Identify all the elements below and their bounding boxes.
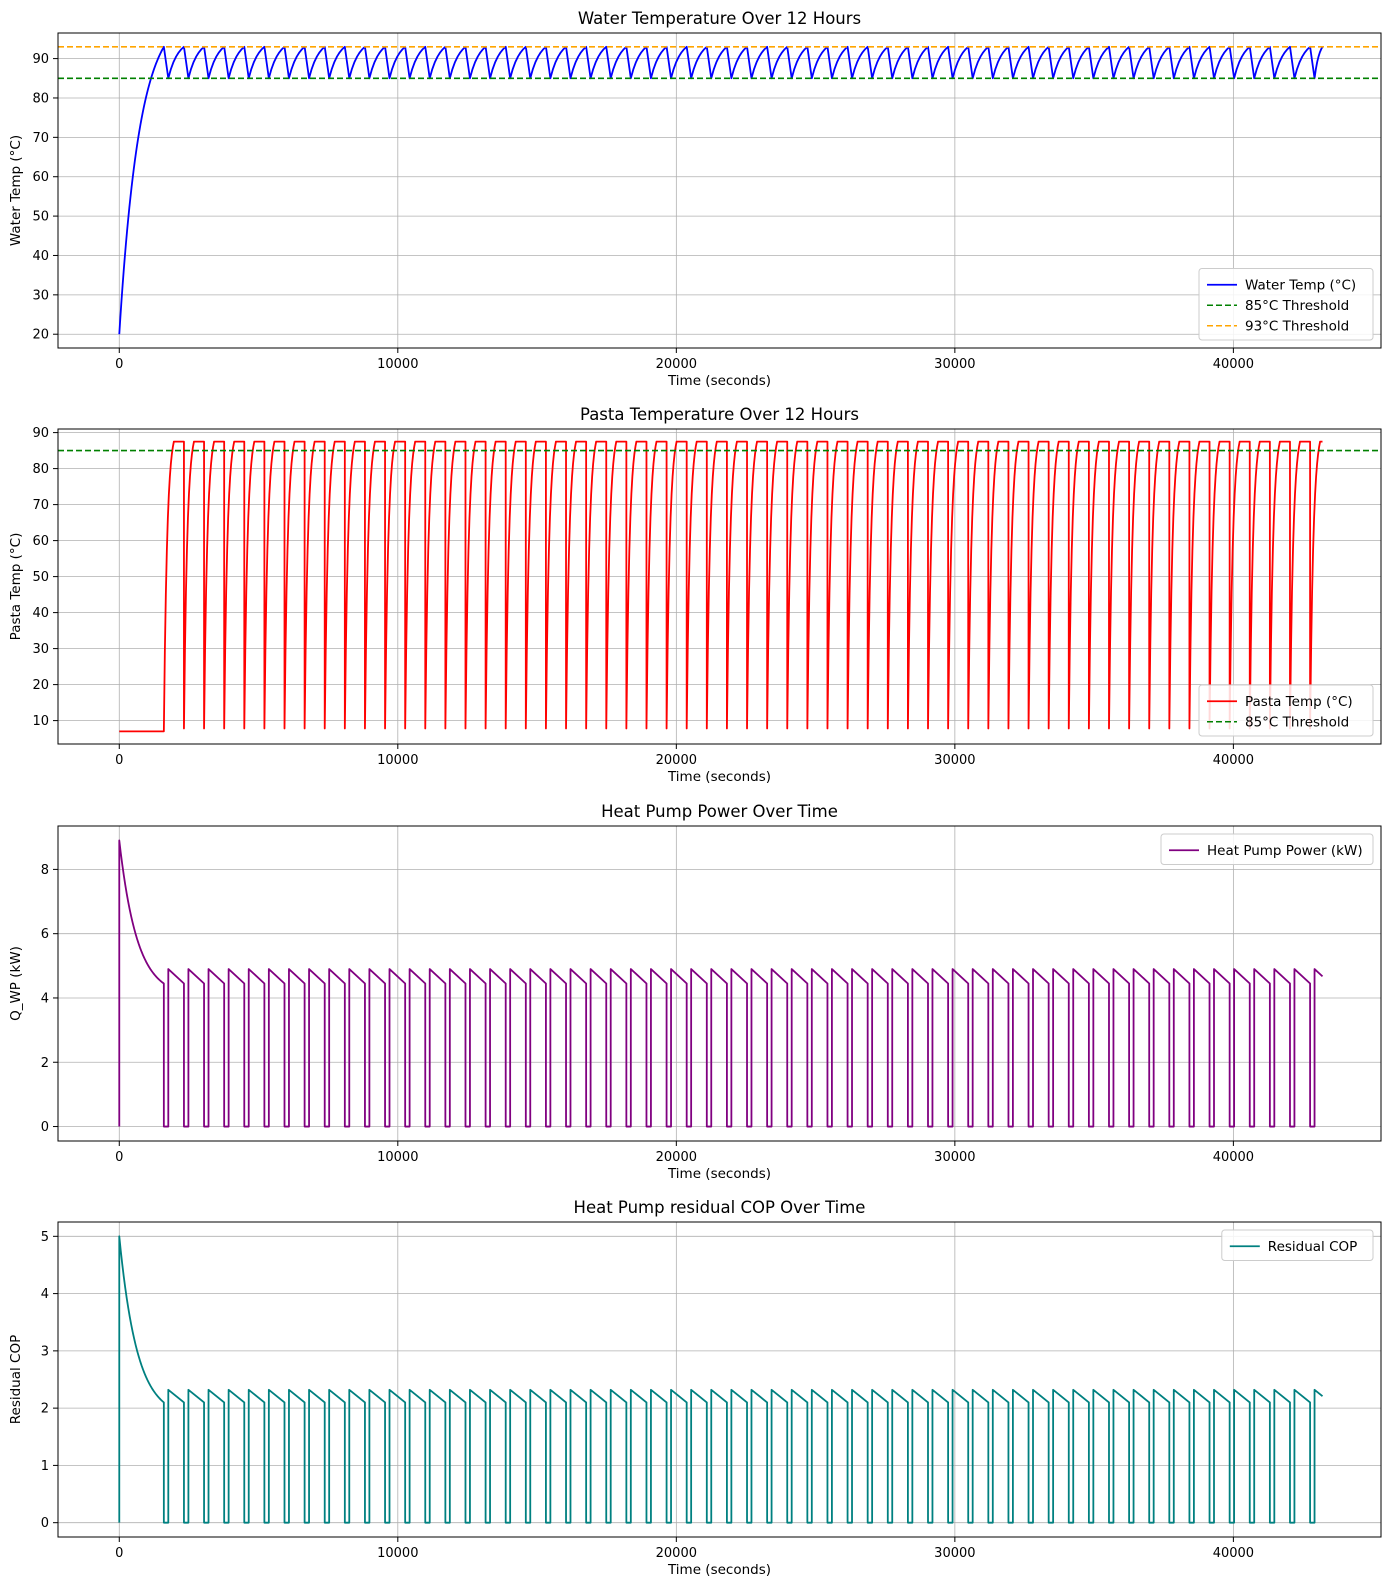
y-tick-label: 80 (32, 462, 49, 477)
legend-box (1198, 684, 1374, 737)
x-axis-label: Time (seconds) (667, 769, 771, 785)
x-tick-label: 30000 (934, 357, 975, 372)
y-tick-label: 5 (41, 1230, 49, 1245)
y-tick-label: 3 (41, 1344, 49, 1359)
x-axis-label: Time (seconds) (667, 373, 771, 389)
y-tick-label: 60 (32, 170, 49, 185)
y-tick-label: 30 (32, 288, 49, 303)
series-line-1 (118, 1235, 1324, 1524)
x-tick-label: 10000 (377, 1546, 418, 1561)
chart-title: Heat Pump Power Over Time (601, 802, 838, 821)
legend-label: Water Temp (°C) (1245, 277, 1356, 293)
y-tick-label: 6 (41, 927, 49, 942)
legend-label: 93°C Threshold (1245, 318, 1349, 334)
x-tick-label: 0 (115, 1150, 123, 1165)
y-tick-label: 0 (41, 1120, 49, 1135)
y-tick-label: 50 (32, 570, 49, 585)
y-tick-label: 4 (41, 1287, 49, 1302)
legend: Heat Pump Power (kW) (1160, 833, 1374, 865)
y-tick-label: 60 (32, 534, 49, 549)
x-tick-label: 40000 (1213, 1150, 1254, 1165)
x-tick-label: 20000 (656, 1150, 697, 1165)
chart-title: Heat Pump residual COP Over Time (574, 1198, 866, 1217)
legend: Pasta Temp (°C) 85°C Threshold (1198, 684, 1374, 737)
y-tick-label: 80 (32, 91, 49, 106)
y-tick-label: 70 (32, 131, 49, 146)
legend-box (1221, 1229, 1374, 1261)
y-axis-label: Pasta Temp (°C) (8, 533, 24, 641)
chart-title: Water Temperature Over 12 Hours (578, 9, 861, 28)
legend-label: Heat Pump Power (kW) (1207, 843, 1363, 859)
x-tick-label: 10000 (377, 753, 418, 768)
axes-frame (57, 32, 1382, 349)
series-line-1 (119, 440, 1323, 733)
x-tick-label: 10000 (377, 357, 418, 372)
x-tick-label: 0 (115, 753, 123, 768)
y-tick-label: 90 (32, 426, 49, 441)
x-tick-label: 40000 (1213, 1546, 1254, 1561)
axes-frame (57, 428, 1382, 745)
y-tick-label: 90 (32, 52, 49, 67)
x-tick-label: 40000 (1213, 753, 1254, 768)
legend: Water Temp (°C) 85°C Threshold 93°C Thresh… (1198, 268, 1374, 341)
x-tick-label: 0 (115, 357, 123, 372)
y-tick-label: 10 (32, 714, 49, 729)
legend-box (1198, 268, 1374, 341)
chart-3: 0 10000 20000 30000 40000 0 2 4 6 8 Heat Pump Powe… (8, 802, 1382, 1182)
y-tick-label: 30 (32, 642, 49, 657)
chart-1: 0 10000 20000 30000 40000 20 30 40 50 60 70 80 90 Wat… (8, 9, 1382, 389)
x-axis-label: Time (seconds) (667, 1562, 771, 1578)
x-tick-label: 20000 (656, 753, 697, 768)
y-axis-label: Q_WP (kW) (8, 946, 24, 1021)
legend-box (1160, 833, 1374, 865)
y-tick-label: 2 (41, 1056, 49, 1071)
axes-frame (57, 825, 1382, 1142)
y-tick-label: 40 (32, 249, 49, 264)
chart-title: Pasta Temperature Over 12 Hours (580, 405, 859, 424)
y-tick-label: 20 (32, 678, 49, 693)
y-tick-label: 50 (32, 210, 49, 225)
y-tick-label: 40 (32, 606, 49, 621)
axes-frame (57, 1221, 1382, 1538)
legend-label: 85°C Threshold (1245, 714, 1349, 730)
x-tick-label: 20000 (656, 1546, 697, 1561)
legend-label: Residual COP (1268, 1239, 1358, 1255)
x-tick-label: 30000 (934, 753, 975, 768)
y-tick-label: 1 (41, 1459, 49, 1474)
x-tick-label: 30000 (934, 1150, 975, 1165)
y-tick-label: 70 (32, 498, 49, 513)
y-axis-label: Residual COP (8, 1335, 24, 1425)
legend: Residual COP (1221, 1229, 1374, 1261)
legend-label: Pasta Temp (°C) (1245, 694, 1353, 710)
x-tick-label: 40000 (1213, 357, 1254, 372)
y-tick-label: 8 (41, 863, 49, 878)
x-tick-label: 0 (115, 1546, 123, 1561)
series-line-1 (118, 839, 1324, 1128)
x-tick-label: 20000 (656, 357, 697, 372)
series-line-1 (118, 45, 1324, 335)
chart-4: 0 10000 20000 30000 40000 0 1 2 3 4 5 Heat Pump res… (8, 1198, 1382, 1578)
x-tick-label: 10000 (377, 1150, 418, 1165)
x-axis-label: Time (seconds) (667, 1166, 771, 1182)
y-tick-label: 0 (41, 1516, 49, 1531)
legend-label: 85°C Threshold (1245, 298, 1349, 314)
y-tick-label: 20 (32, 328, 49, 343)
y-axis-label: Water Temp (°C) (8, 135, 24, 246)
chart-2: 0 10000 20000 30000 40000 10 20 30 40 50 60 70 80 90 P… (8, 405, 1382, 785)
x-tick-label: 30000 (934, 1546, 975, 1561)
y-tick-label: 2 (41, 1402, 49, 1417)
y-tick-label: 4 (41, 991, 49, 1006)
